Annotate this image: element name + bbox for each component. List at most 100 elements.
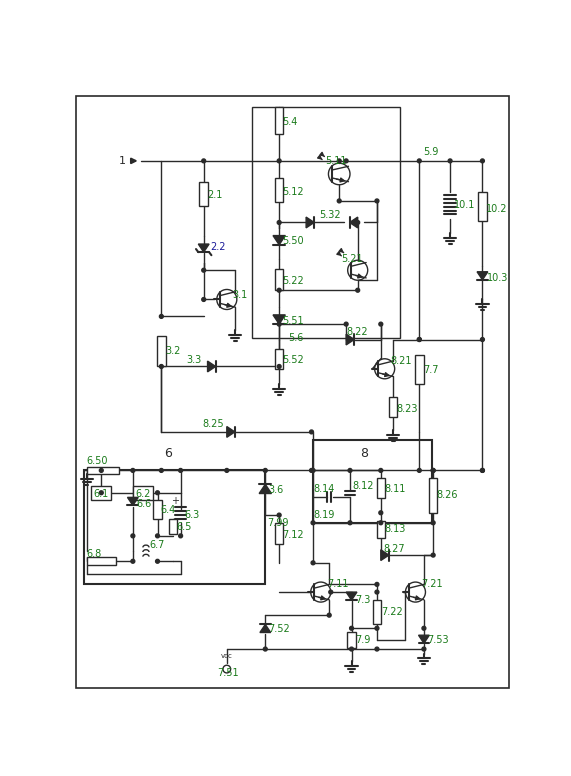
Text: 8: 8 (360, 447, 368, 460)
Bar (275, 348, 283, 369)
Bar (275, 523, 283, 544)
Circle shape (278, 289, 281, 293)
Circle shape (278, 513, 281, 517)
Circle shape (344, 159, 348, 163)
Bar (275, 178, 283, 203)
Circle shape (349, 647, 353, 651)
Bar (153, 500, 162, 519)
Text: 7.52: 7.52 (268, 624, 290, 634)
Circle shape (379, 469, 383, 473)
Circle shape (417, 338, 421, 341)
Circle shape (202, 297, 206, 301)
Bar (415, 355, 424, 384)
Circle shape (278, 365, 281, 369)
Circle shape (379, 511, 383, 514)
Circle shape (344, 322, 348, 326)
Text: 8.22: 8.22 (346, 327, 368, 337)
Circle shape (375, 199, 379, 203)
Text: 8.26: 8.26 (436, 490, 458, 500)
Bar (275, 107, 283, 134)
Circle shape (278, 159, 281, 163)
Text: 8.25: 8.25 (202, 419, 224, 429)
Text: 2.2: 2.2 (210, 242, 226, 252)
Polygon shape (381, 549, 389, 560)
Text: 8.13: 8.13 (385, 524, 406, 534)
Text: 5.21: 5.21 (341, 254, 363, 264)
Text: 6.3: 6.3 (184, 510, 200, 520)
Circle shape (278, 220, 281, 224)
Circle shape (159, 314, 163, 318)
Text: 8.21: 8.21 (391, 356, 412, 366)
Circle shape (263, 647, 267, 651)
Circle shape (155, 559, 159, 563)
Circle shape (263, 469, 267, 473)
Circle shape (431, 521, 435, 525)
Circle shape (311, 561, 315, 565)
Text: 3.2: 3.2 (165, 346, 180, 356)
Text: 6.6: 6.6 (136, 498, 151, 508)
Text: 8.27: 8.27 (383, 544, 405, 554)
Circle shape (327, 613, 331, 617)
Polygon shape (198, 244, 209, 252)
Polygon shape (260, 625, 271, 632)
Text: 3.3: 3.3 (187, 355, 202, 365)
Circle shape (309, 430, 313, 434)
Circle shape (159, 469, 163, 473)
Circle shape (337, 199, 341, 203)
Polygon shape (127, 497, 138, 505)
Circle shape (481, 159, 484, 163)
Text: 5.51: 5.51 (282, 316, 304, 326)
Text: 2.1: 2.1 (207, 190, 223, 199)
Circle shape (481, 469, 484, 473)
Circle shape (431, 469, 435, 473)
Text: 10.2: 10.2 (485, 203, 507, 213)
Circle shape (375, 591, 379, 594)
Text: 5.52: 5.52 (282, 355, 304, 365)
Text: 6.8: 6.8 (87, 549, 102, 559)
Text: +: + (171, 496, 179, 505)
Circle shape (337, 159, 341, 163)
Bar (133, 486, 153, 500)
Circle shape (375, 647, 379, 651)
Bar (376, 521, 385, 539)
Bar (252, 107, 400, 338)
Text: 5.6: 5.6 (288, 333, 304, 343)
Circle shape (131, 469, 135, 473)
Circle shape (481, 469, 484, 473)
Text: 10.1: 10.1 (454, 199, 475, 210)
Text: 7.53: 7.53 (427, 635, 449, 645)
Text: 3.1: 3.1 (232, 290, 247, 300)
Text: 7.12: 7.12 (282, 530, 304, 540)
Polygon shape (227, 427, 235, 438)
Polygon shape (346, 334, 354, 345)
Bar (275, 268, 283, 290)
Circle shape (278, 322, 281, 326)
Text: 6.7: 6.7 (150, 540, 165, 550)
Bar (347, 632, 356, 647)
Circle shape (131, 534, 135, 538)
Text: 6.5: 6.5 (176, 521, 191, 532)
Text: 7.51: 7.51 (218, 668, 239, 678)
Circle shape (131, 559, 135, 563)
Circle shape (356, 220, 360, 224)
Bar (376, 478, 385, 498)
Bar (85, 470, 266, 584)
Circle shape (417, 469, 421, 473)
Text: 6: 6 (164, 447, 171, 460)
Bar (389, 397, 397, 417)
Bar (199, 182, 208, 206)
Text: 7.7: 7.7 (423, 365, 439, 376)
Circle shape (349, 626, 353, 630)
Circle shape (179, 534, 183, 538)
Text: vcc: vcc (220, 653, 232, 660)
Text: 10.3: 10.3 (487, 273, 508, 283)
Circle shape (329, 591, 333, 594)
Bar (478, 192, 486, 221)
Text: 8.11: 8.11 (385, 484, 406, 494)
Circle shape (99, 469, 103, 473)
Bar (157, 336, 166, 366)
Polygon shape (349, 217, 357, 228)
Circle shape (422, 626, 426, 630)
Circle shape (422, 647, 426, 651)
Circle shape (379, 521, 383, 525)
